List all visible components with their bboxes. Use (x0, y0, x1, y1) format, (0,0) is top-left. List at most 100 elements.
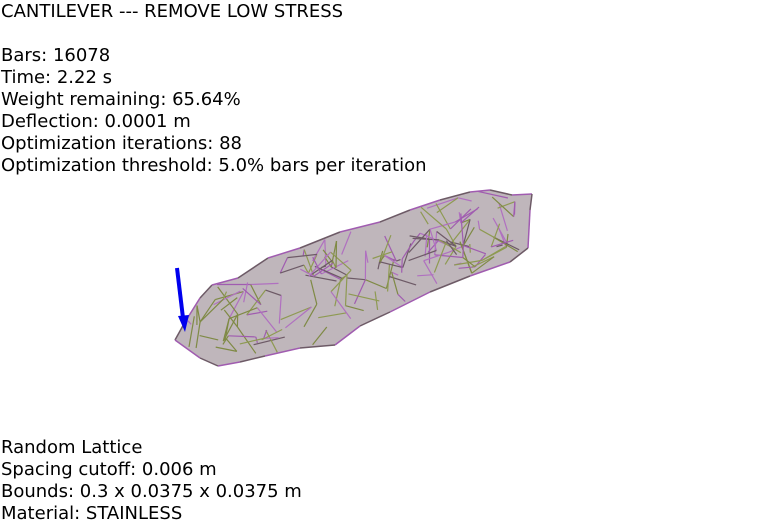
lattice-bar (300, 268, 315, 277)
lattice-edge (379, 209, 411, 223)
spacing-cutoff: Spacing cutoff: 0.006 m (1, 459, 217, 480)
lattice-bar (492, 217, 509, 246)
lattice-bar (457, 197, 472, 202)
lattice-edge (199, 284, 213, 299)
lattice-bar (477, 190, 509, 199)
force-arrow-head (178, 315, 189, 332)
lattice-edge (199, 357, 219, 367)
lattice-bar (287, 253, 318, 259)
lattice-bar (391, 272, 399, 295)
lattice-bar (341, 231, 352, 255)
lattice-bar (250, 284, 262, 305)
lattice-bar (401, 240, 415, 260)
lattice-bar (265, 329, 278, 353)
lattice-bar (330, 291, 352, 319)
lattice-bar (436, 197, 459, 214)
deflection: Deflection: 0.0001 m (1, 111, 191, 132)
lattice-bar (429, 229, 437, 251)
lattice-bar (243, 282, 249, 303)
lattice-bar (454, 259, 483, 266)
cantilever-lattice (174, 189, 533, 367)
lattice-bar (334, 279, 342, 307)
lattice-bar (449, 241, 470, 248)
lattice-edge (469, 189, 491, 193)
lattice-bar (331, 260, 337, 269)
lattice-bar (424, 234, 428, 257)
lattice-edge (334, 325, 361, 346)
lattice-bar (225, 338, 238, 352)
elapsed-time: Time: 2.22 s (1, 67, 113, 88)
lattice-bar (199, 299, 216, 323)
lattice-bar (420, 206, 447, 230)
lattice-bar (265, 289, 282, 297)
lattice-bar (313, 262, 334, 277)
lattice-bar (384, 255, 404, 269)
lattice-bar (417, 274, 434, 277)
lattice-edge (339, 221, 381, 233)
lattice-bar (187, 320, 192, 325)
lattice-bar (493, 236, 519, 253)
lattice-bar (377, 261, 381, 270)
lattice-edge (237, 257, 269, 279)
lattice-edge (409, 199, 441, 211)
lattice-bar (426, 197, 459, 209)
lattice-bar (462, 245, 464, 258)
lattice-bar (236, 326, 257, 354)
title: CANTILEVER --- REMOVE LOW STRESS (1, 1, 344, 22)
lattice-bar (330, 269, 352, 293)
lattice-edge (527, 209, 531, 249)
lattice-bar (308, 251, 331, 277)
lattice-edge (511, 193, 533, 196)
lattice-bar (318, 312, 347, 319)
optimization-threshold: Optimization threshold: 5.0% bars per it… (1, 155, 427, 176)
lattice-edge (429, 275, 471, 293)
weight-remaining: Weight remaining: 65.64% (1, 89, 241, 110)
lattice-bar (228, 335, 256, 338)
lattice-bar (496, 244, 503, 248)
lattice-bar (285, 306, 312, 329)
lattice-bar (222, 318, 230, 342)
lattice-bar (477, 220, 481, 230)
lattice-bar (458, 212, 462, 224)
lattice-bar (391, 271, 399, 276)
lattice-bar (263, 329, 268, 339)
force-arrow-shaft (175, 267, 185, 319)
lattice-bar (239, 337, 264, 345)
lattice-edge (174, 339, 201, 359)
bounds: Bounds: 0.3 x 0.0375 x 0.0375 m (1, 481, 302, 502)
lattice-bar (215, 291, 244, 301)
lattice-bar (490, 223, 501, 248)
lattice-bar (261, 328, 283, 341)
lattice-bar (250, 282, 279, 286)
lattice-bar (412, 237, 440, 241)
lattice-bar (491, 196, 515, 218)
lattice-edge (217, 361, 241, 367)
lattice-bar (345, 305, 364, 312)
lattice-bar (217, 286, 239, 315)
lattice-bar (401, 258, 403, 273)
lattice-bar (423, 260, 438, 284)
lattice-bar (445, 228, 457, 247)
lattice-bar (396, 259, 401, 262)
lattice-bar (426, 229, 431, 248)
lattice-bar (256, 307, 278, 333)
lattice-edge (299, 231, 341, 249)
material: Material: STAINLESS (1, 503, 183, 524)
lattice-bar (348, 293, 380, 302)
lattice-bar (222, 335, 229, 345)
lattice-bar (307, 254, 318, 274)
optimization-iterations: Optimization iterations: 88 (1, 133, 242, 154)
lattice-bar (280, 306, 312, 321)
lattice-bar (365, 250, 369, 263)
lattice-edge (264, 347, 301, 357)
lattice-bar (314, 265, 342, 279)
bars-count: Bars: 16078 (1, 45, 111, 66)
lattice-edge (211, 277, 239, 286)
lattice-bar (491, 239, 514, 248)
lattice-bar (374, 291, 379, 310)
lattice-bar (408, 249, 437, 262)
lattice-bar (372, 251, 393, 260)
lattice-bar (278, 295, 282, 324)
lattice-bar (263, 337, 279, 339)
